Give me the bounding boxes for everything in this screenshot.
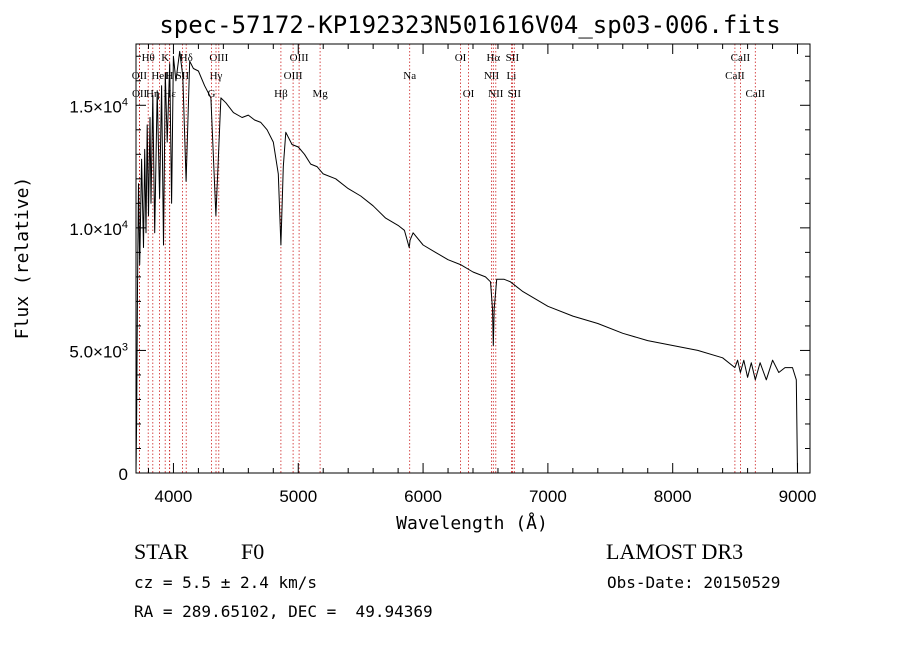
line-label: Li: [507, 70, 517, 82]
y-tick-label-base: 1.5×10: [69, 97, 121, 116]
line-label: G: [208, 88, 216, 100]
y-tick-label: 5.0×103: [69, 341, 128, 361]
spectrum-series: [135, 50, 798, 474]
y-tick-label-exponent: 3: [122, 341, 128, 353]
line-label: Hβ: [274, 88, 288, 100]
line-label: Hθ: [142, 52, 155, 64]
y-tick-label-exponent: 4: [122, 219, 128, 231]
line-label: CaII: [746, 88, 766, 100]
line-label: SII: [508, 88, 522, 100]
line-label: OIII: [290, 52, 309, 64]
y-axis-label: Flux (relative): [12, 177, 33, 340]
line-label: OI: [463, 88, 475, 100]
y-tick-label: 1.5×104: [69, 96, 128, 116]
line-label: OI: [455, 52, 467, 64]
x-axis-label: Wavelength (Å): [396, 512, 548, 534]
series-line-spectrum: [135, 50, 798, 474]
line-label: NII: [484, 70, 500, 82]
redshift-cz: cz = 5.5 ± 2.4 km/s: [134, 573, 318, 592]
y-tick-label-base: 5.0×10: [69, 342, 121, 361]
x-axis: 4000 5000 6000 7000 8000 9000: [147, 44, 817, 506]
spectral-line-markers: HθOIIOIIHηHeIKHHεHδSIIOIIIHγGOIIIOIIIHβM…: [132, 44, 766, 473]
y-tick-label: 0: [119, 465, 128, 484]
line-label: Hγ: [210, 70, 223, 82]
line-label: CaII: [731, 52, 751, 64]
line-label: CaII: [725, 70, 745, 82]
line-label: OIII: [284, 70, 303, 82]
line-label: HeI: [151, 70, 168, 82]
line-label: Hη: [146, 88, 160, 100]
line-label: Hα: [486, 52, 500, 64]
x-tick-label: 9000: [779, 487, 817, 506]
x-tick-label: 5000: [279, 487, 317, 506]
y-tick-label-base: 1.0×10: [69, 220, 121, 239]
y-tick-label-base: 0: [119, 465, 128, 484]
line-label: Mg: [312, 88, 328, 100]
y-tick-label-exponent: 4: [122, 96, 128, 108]
observation-date: Obs-Date: 20150529: [607, 573, 781, 592]
chart-title: spec-57172-KP192323N501616V04_sp03-006.f…: [159, 11, 780, 39]
line-label: Na: [403, 70, 416, 82]
survey-name: LAMOST DR3: [606, 539, 744, 564]
line-label: K: [161, 52, 169, 64]
y-tick-label: 1.0×104: [69, 219, 128, 239]
line-label: SII: [506, 52, 520, 64]
line-label: NII: [488, 88, 504, 100]
x-tick-label: 8000: [654, 487, 692, 506]
line-label: Hδ: [180, 52, 193, 64]
object-class: STAR: [134, 539, 189, 564]
x-tick-label: 4000: [155, 487, 193, 506]
object-subclass: F0: [241, 539, 265, 564]
line-label: OIII: [209, 52, 228, 64]
x-tick-label: 7000: [529, 487, 567, 506]
ra-dec: RA = 289.65102, DEC = 49.94369: [134, 602, 433, 621]
x-tick-label: 6000: [404, 487, 442, 506]
plot-frame: [135, 43, 811, 474]
